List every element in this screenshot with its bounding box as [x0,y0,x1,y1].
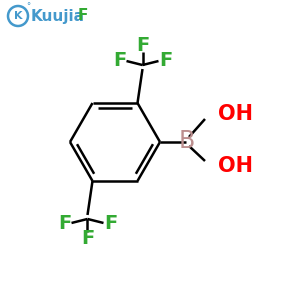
Text: OH: OH [218,104,253,124]
Text: OH: OH [218,156,253,176]
Text: F: F [159,50,172,70]
Text: F: F [81,230,94,248]
Text: B: B [179,129,195,153]
Text: F: F [78,8,88,23]
Text: F: F [58,214,71,233]
Text: F: F [136,35,149,55]
Text: F: F [113,50,126,70]
Text: F: F [104,214,117,233]
Text: K: K [14,11,22,21]
Text: °: ° [26,2,30,11]
Text: Kuujia: Kuujia [31,8,85,23]
